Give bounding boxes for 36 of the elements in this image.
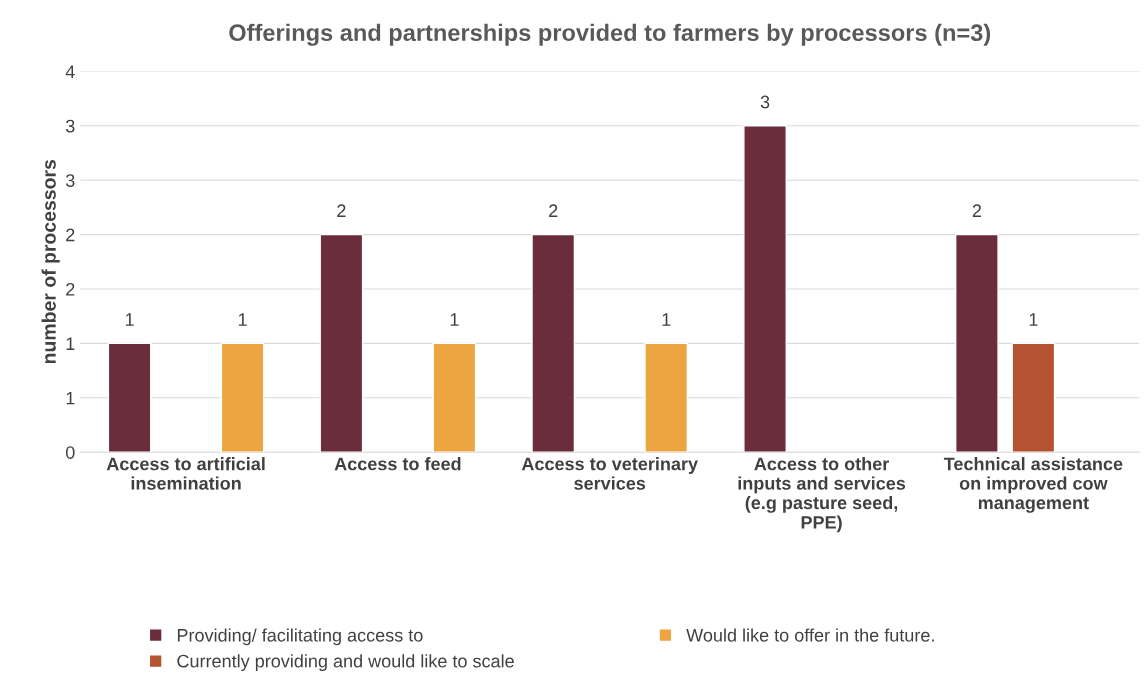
- bar: [954, 233, 999, 453]
- data-label: 3: [760, 95, 770, 109]
- bar: [1011, 342, 1056, 453]
- y-tick-label: 1: [66, 337, 75, 350]
- chart-title: Offerings and partnerships provided to farmers by processors (n=3): [229, 23, 991, 46]
- data-label: 1: [1029, 313, 1038, 326]
- y-tick-label: 3: [65, 174, 75, 187]
- y-tick-label: 2: [66, 228, 75, 242]
- legend-label: Providing/ facilitating access to: [177, 628, 423, 646]
- data-label: 1: [125, 313, 134, 326]
- bar: [531, 233, 576, 453]
- x-tick-label: Technical assistance on improved cow management: [943, 457, 1123, 513]
- y-tick-label: 4: [65, 65, 75, 78]
- y-tick-label: 3: [65, 119, 75, 133]
- bar: [644, 342, 689, 453]
- data-label: 1: [450, 313, 459, 326]
- data-label: 2: [549, 204, 558, 217]
- bar: [743, 125, 787, 453]
- y-tick-label: 1: [66, 391, 75, 405]
- legend-label: Currently providing and would like to scale: [177, 654, 514, 672]
- data-label: 1: [238, 313, 247, 326]
- data-label: 2: [337, 204, 346, 217]
- bar: [107, 342, 152, 453]
- bar: [432, 342, 477, 453]
- x-tick-label: Access to veterinary services: [521, 457, 698, 490]
- y-axis-title: number of processors: [41, 159, 60, 364]
- y-tick-label: 2: [66, 282, 75, 296]
- bar: [220, 342, 265, 453]
- data-label: 1: [662, 313, 671, 326]
- x-tick-label: Access to other inputs and services (e.g pasture seed, PPE): [738, 457, 906, 533]
- legend-label: Would like to offer in the future.: [686, 628, 934, 642]
- x-tick-label: Access to feed: [334, 457, 461, 471]
- data-label: 2: [972, 204, 981, 217]
- x-tick-label: Access to artificial insemination: [106, 457, 265, 490]
- y-tick-label: 0: [65, 446, 75, 459]
- bar: [319, 233, 364, 453]
